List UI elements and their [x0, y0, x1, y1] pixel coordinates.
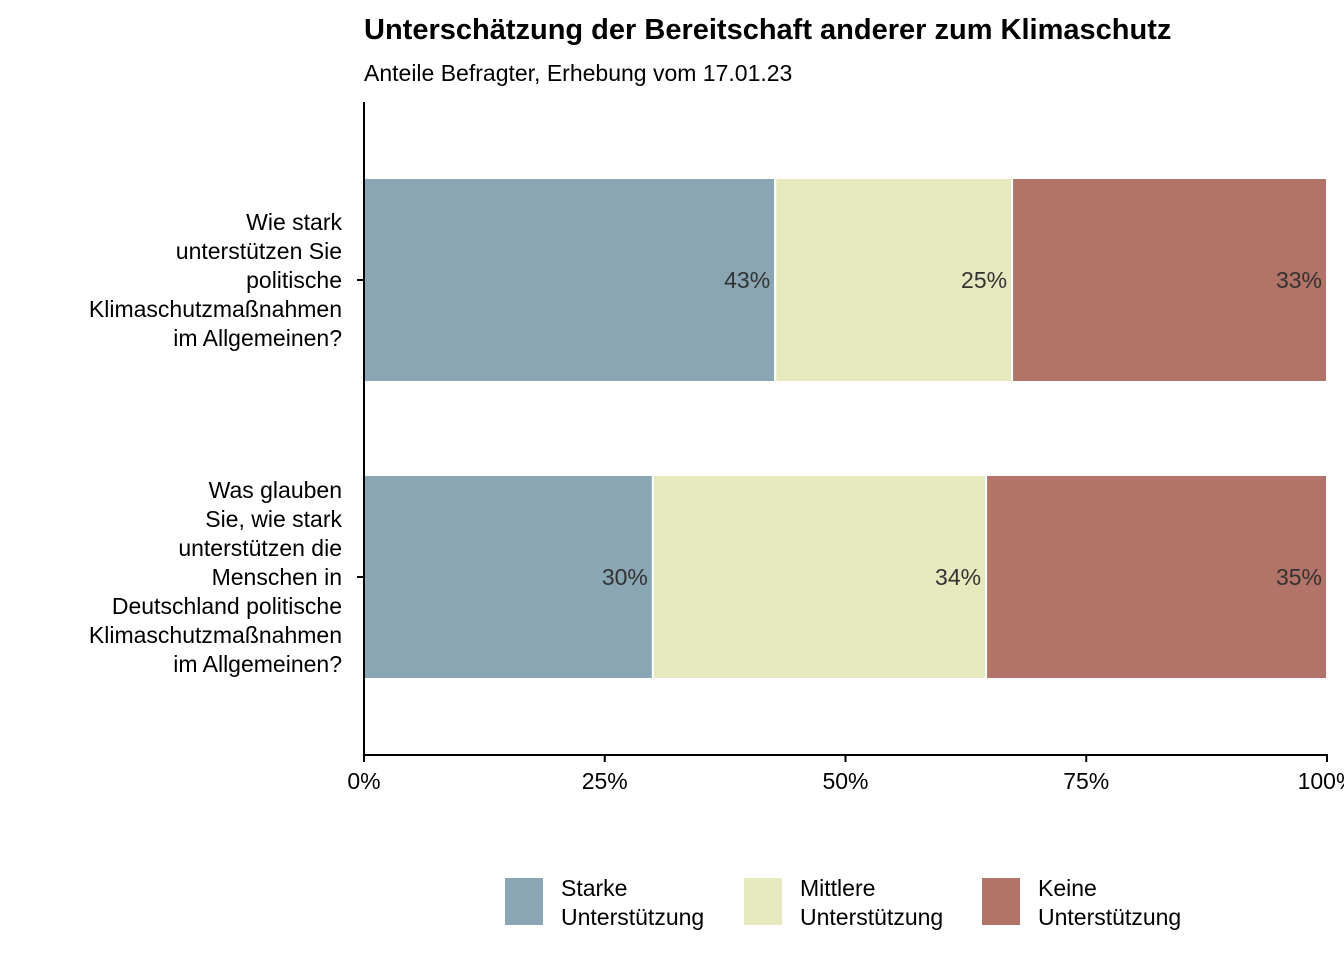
x-tick-label: 75% [1063, 768, 1109, 794]
data-label: 30% [602, 564, 648, 590]
legend-label: Keine Unterstützung [1038, 875, 1181, 930]
bar-segment [363, 474, 654, 680]
bar-segment [774, 177, 1014, 383]
chart-title: Unterschätzung der Bereitschaft anderer … [364, 14, 1171, 46]
category-label: Was glauben Sie, wie stark unterstützen di… [89, 477, 343, 677]
category-label: Wie stark unterstützen Sie politische Klima… [89, 209, 343, 351]
x-tick-label: 0% [347, 768, 380, 794]
x-tick-label: 50% [822, 768, 868, 794]
legend: Starke Unterstützung Mittlere Unterstützung… [505, 875, 1181, 930]
legend-swatch [505, 878, 543, 925]
data-label: 35% [1276, 564, 1322, 590]
x-tick-label: 100% [1298, 768, 1344, 794]
legend-label: Mittlere Unterstützung [800, 875, 943, 930]
data-label: 34% [935, 564, 981, 590]
legend-item: Starke Unterstützung [505, 875, 704, 930]
bars-layer [363, 177, 1329, 680]
legend-swatch [982, 878, 1020, 925]
data-labels-layer: 43% 25% 33% 30% 34% 35% [602, 267, 1322, 590]
x-tick-label: 25% [582, 768, 628, 794]
bar-segment [985, 474, 1329, 680]
legend-swatch [744, 878, 782, 925]
legend-item: Mittlere Unterstützung [744, 875, 943, 930]
bar-segment [363, 177, 777, 383]
legend-label: Starke Unterstützung [561, 875, 704, 930]
bar-segment [651, 474, 988, 680]
bar-segment [1011, 177, 1328, 383]
legend-item: Keine Unterstützung [982, 875, 1181, 930]
chart-subtitle: Anteile Befragter, Erhebung vom 17.01.23 [364, 60, 792, 86]
data-label: 33% [1276, 267, 1322, 293]
data-label: 43% [724, 267, 770, 293]
data-label: 25% [961, 267, 1007, 293]
